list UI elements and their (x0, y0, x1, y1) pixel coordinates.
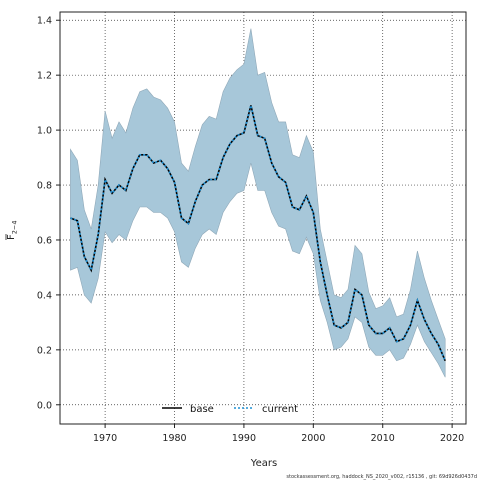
y-tick-label: 0.2 (37, 345, 52, 356)
y-tick-label: 0.6 (37, 235, 52, 246)
x-tick-label: 2020 (440, 433, 464, 444)
legend-label-base: base (190, 404, 214, 415)
y-tick-label: 0.0 (37, 400, 52, 411)
x-tick-label: 2010 (371, 433, 395, 444)
y-tick-label: 0.4 (37, 290, 52, 301)
series-line-current (70, 105, 446, 362)
y-tick-label: 1.4 (37, 16, 52, 27)
y-axis: 0.0 0.2 0.4 0.6 0.8 1.0 1.2 1.4 (37, 16, 60, 411)
x-tick-label: 2000 (301, 433, 325, 444)
y-axis-title-main: F (6, 234, 17, 240)
legend-label-current: current (262, 404, 298, 415)
y-axis-title-subscript: 2−4 (11, 221, 19, 235)
footer-note: stockassessment.org, haddock_NS_2020_v00… (286, 474, 477, 480)
y-tick-label: 0.8 (37, 181, 52, 192)
x-axis-title: Years (250, 458, 277, 469)
plot-frame (59, 11, 467, 425)
confidence-band (70, 28, 446, 378)
svg-text:F2−4: F2−4 (6, 221, 19, 240)
x-axis: 1970 1980 1990 2000 2010 2020 (93, 424, 464, 444)
x-tick-label: 1990 (232, 433, 256, 444)
y-tick-label: 1.2 (37, 71, 52, 82)
y-axis-title: F2−4 (5, 221, 19, 240)
legend: base current (162, 404, 298, 415)
x-tick-label: 1970 (93, 433, 117, 444)
y-tick-label: 1.0 (37, 126, 52, 137)
x-tick-label: 1980 (162, 433, 186, 444)
